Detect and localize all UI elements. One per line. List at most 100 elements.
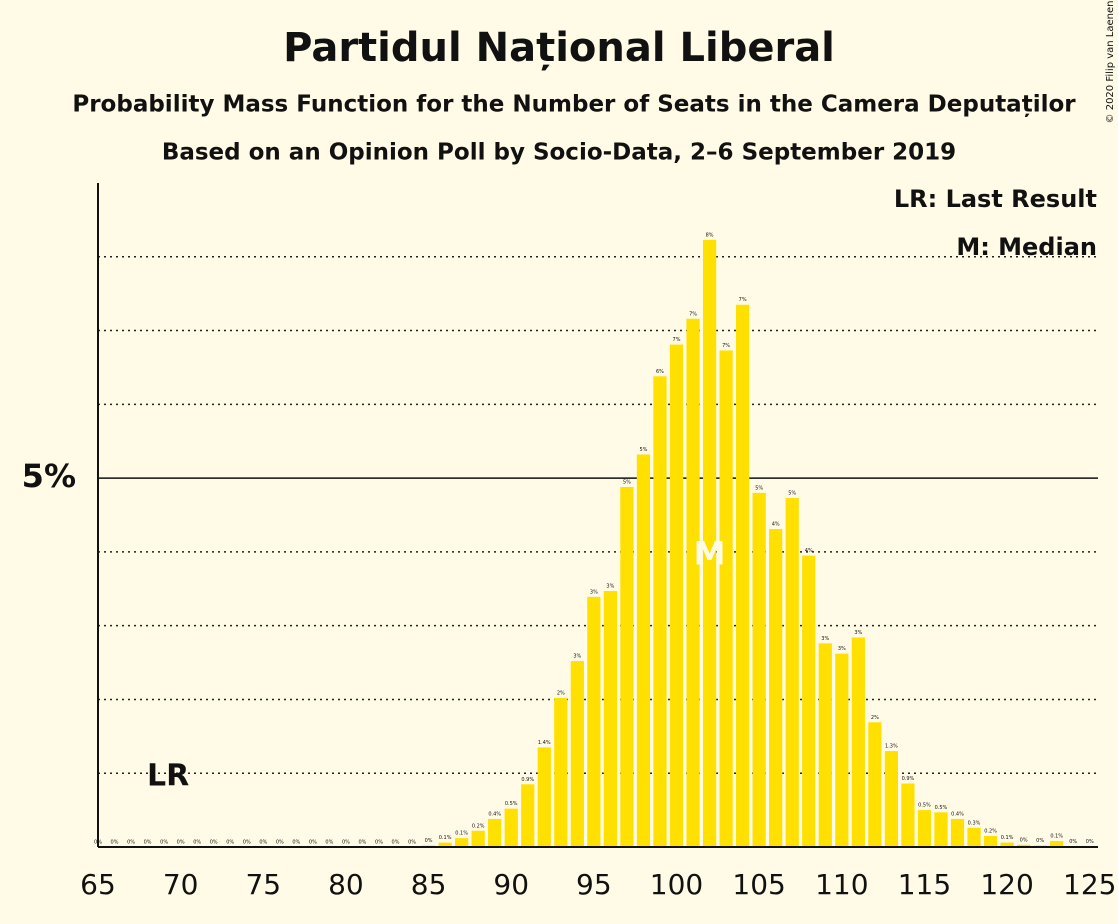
bar bbox=[868, 722, 882, 847]
bar bbox=[950, 818, 965, 847]
value-label: 0.1% bbox=[455, 831, 468, 837]
value-label: 0.2% bbox=[472, 823, 485, 829]
bar bbox=[620, 486, 634, 847]
value-label: 3% bbox=[606, 583, 614, 589]
bar bbox=[438, 842, 452, 847]
chart-subtitle: Based on an Opinion Poll by Socio-Data, … bbox=[162, 140, 956, 166]
bar bbox=[1017, 844, 1031, 847]
y-tick-label: 5% bbox=[22, 457, 76, 495]
x-tick-label: 85 bbox=[411, 868, 447, 901]
value-label: 8% bbox=[706, 232, 714, 238]
bar bbox=[884, 751, 898, 847]
bar bbox=[917, 810, 932, 847]
value-label: 4% bbox=[805, 548, 813, 554]
bar bbox=[934, 812, 948, 847]
bar bbox=[769, 529, 783, 847]
x-tick-label: 120 bbox=[980, 868, 1033, 901]
bar bbox=[504, 808, 518, 847]
bar bbox=[835, 653, 849, 847]
value-label: 0% bbox=[276, 840, 284, 846]
bar bbox=[653, 376, 667, 847]
value-label: 0.1% bbox=[1050, 834, 1063, 840]
bar bbox=[537, 747, 551, 847]
bar bbox=[669, 344, 684, 847]
value-label: 0.1% bbox=[439, 835, 452, 841]
median-marker: M bbox=[694, 535, 726, 573]
value-label: 3% bbox=[838, 646, 846, 652]
bar bbox=[455, 838, 469, 847]
value-label: 0.1% bbox=[1001, 835, 1014, 841]
x-tick-label: 110 bbox=[815, 868, 868, 901]
x-tick-label: 75 bbox=[245, 868, 281, 901]
value-label: 0% bbox=[325, 840, 333, 846]
bar bbox=[636, 454, 651, 847]
x-tick-label: 115 bbox=[898, 868, 951, 901]
bar bbox=[570, 661, 584, 847]
value-label: 5% bbox=[788, 491, 796, 497]
value-label: 7% bbox=[722, 343, 730, 349]
bar bbox=[802, 555, 816, 847]
value-label: 0.2% bbox=[984, 828, 997, 834]
bar bbox=[686, 318, 700, 847]
value-label: 0% bbox=[193, 840, 201, 846]
bar bbox=[851, 637, 865, 847]
bar bbox=[554, 697, 568, 847]
last-result-marker: LR bbox=[147, 759, 189, 794]
bar bbox=[702, 239, 717, 847]
x-tick-label: 70 bbox=[163, 868, 199, 901]
chart-title: Partidul Național Liberal bbox=[283, 25, 835, 71]
x-tick-label: 65 bbox=[80, 868, 116, 901]
value-label: 5% bbox=[755, 485, 763, 491]
x-tick-label: 105 bbox=[732, 868, 785, 901]
bar bbox=[1000, 842, 1014, 847]
value-label: 0.4% bbox=[951, 811, 964, 817]
value-label: 0% bbox=[111, 840, 119, 846]
value-label: 0.5% bbox=[918, 803, 931, 809]
bar bbox=[752, 492, 766, 847]
value-label: 3% bbox=[590, 589, 598, 595]
x-tick-label: 80 bbox=[328, 868, 364, 901]
value-label: 6% bbox=[656, 369, 664, 375]
value-label: 1.3% bbox=[885, 744, 898, 750]
value-label: 3% bbox=[854, 630, 862, 636]
value-label: 0% bbox=[144, 840, 152, 846]
x-tick-label: 90 bbox=[493, 868, 529, 901]
value-label: 0% bbox=[259, 840, 267, 846]
value-label: 0% bbox=[425, 838, 433, 844]
value-label: 0% bbox=[127, 840, 135, 846]
value-label: 0% bbox=[210, 840, 218, 846]
bar bbox=[719, 350, 733, 847]
credit: © 2020 Filip van Laenen bbox=[1105, 1, 1116, 124]
value-label: 0% bbox=[177, 840, 185, 846]
bar bbox=[736, 304, 750, 847]
value-label: 3% bbox=[573, 654, 581, 660]
value-label: 0% bbox=[1069, 839, 1077, 845]
bar bbox=[471, 830, 485, 847]
value-label: 7% bbox=[739, 297, 747, 303]
value-label: 2% bbox=[557, 690, 565, 696]
value-label: 4% bbox=[772, 522, 780, 528]
value-label: 0.4% bbox=[488, 811, 501, 817]
value-label: 0% bbox=[408, 840, 416, 846]
bar bbox=[967, 827, 981, 847]
value-label: 0% bbox=[375, 840, 383, 846]
value-label: 0.5% bbox=[935, 805, 948, 811]
value-label: 0.5% bbox=[505, 801, 518, 807]
value-label: 5% bbox=[639, 447, 647, 453]
chart-subtitle: Probability Mass Function for the Number… bbox=[72, 92, 1076, 118]
bar bbox=[901, 783, 915, 847]
value-label: 0% bbox=[226, 840, 234, 846]
bar bbox=[521, 784, 535, 847]
value-label: 0% bbox=[243, 840, 251, 846]
value-label: 3% bbox=[821, 636, 829, 642]
value-label: 0% bbox=[309, 840, 317, 846]
value-label: 0.9% bbox=[521, 777, 534, 783]
bar bbox=[587, 596, 601, 847]
value-label: 7% bbox=[689, 311, 697, 317]
value-label: 0% bbox=[342, 840, 350, 846]
value-label: 0.9% bbox=[902, 776, 915, 782]
value-label: 2% bbox=[871, 715, 879, 721]
value-label: 0% bbox=[1036, 838, 1044, 844]
legend-entry: LR: Last Result bbox=[894, 185, 1097, 213]
